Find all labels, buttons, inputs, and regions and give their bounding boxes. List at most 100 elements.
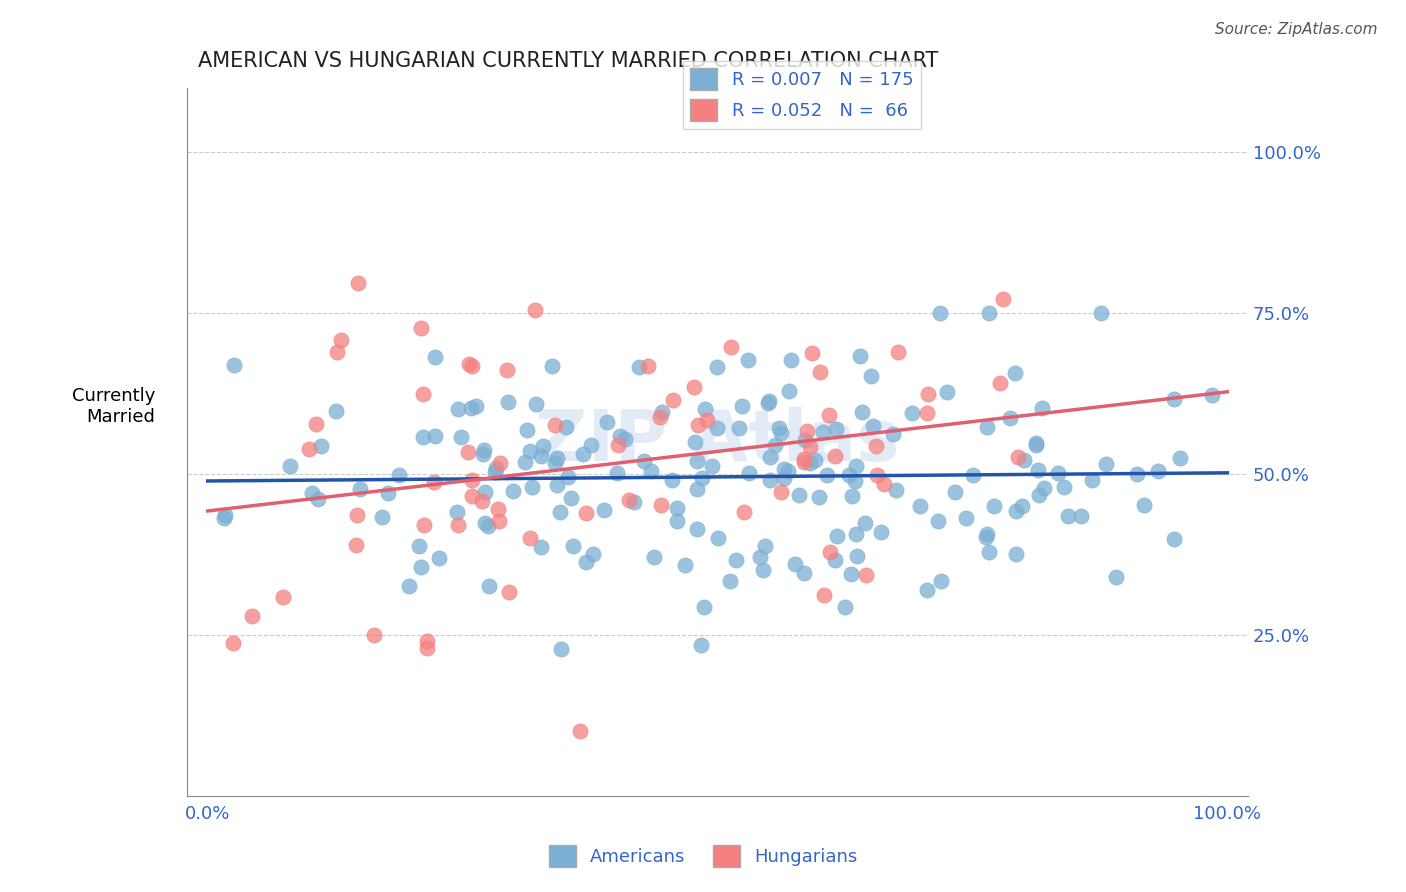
Point — [917, 387, 939, 401]
Point — [560, 491, 582, 506]
Point — [808, 365, 831, 379]
Point — [519, 444, 541, 458]
Point — [472, 443, 495, 458]
Point — [489, 456, 512, 470]
Point — [623, 495, 645, 509]
Point — [917, 583, 939, 598]
Point — [817, 408, 839, 422]
Point — [773, 471, 796, 485]
Point — [696, 412, 718, 426]
Point — [728, 421, 751, 435]
Point — [988, 376, 1011, 390]
Point — [628, 360, 651, 375]
Point — [278, 459, 301, 474]
Point — [648, 409, 671, 424]
Point — [702, 458, 724, 473]
Point — [779, 353, 801, 368]
Point — [686, 454, 709, 468]
Point — [901, 406, 924, 420]
Point — [377, 485, 399, 500]
Point — [838, 468, 860, 483]
Point — [887, 345, 910, 359]
Point — [326, 345, 349, 359]
Point — [579, 437, 602, 451]
Point — [807, 490, 830, 504]
Point — [749, 549, 772, 564]
Text: AMERICAN VS HUNGARIAN CURRENTLY MARRIED CORRELATION CHART: AMERICAN VS HUNGARIAN CURRENTLY MARRIED … — [198, 51, 938, 70]
Point — [815, 468, 838, 483]
Point — [690, 471, 713, 485]
Point — [976, 527, 998, 541]
Point — [839, 566, 862, 581]
Point — [813, 588, 835, 602]
Point — [214, 508, 236, 523]
Point — [927, 514, 949, 528]
Point — [478, 579, 501, 593]
Point — [502, 484, 524, 499]
Point — [665, 500, 688, 515]
Point — [693, 401, 716, 416]
Point — [908, 499, 931, 513]
Text: Source: ZipAtlas.com: Source: ZipAtlas.com — [1215, 22, 1378, 37]
Point — [824, 553, 846, 567]
Point — [457, 444, 479, 458]
Point — [298, 442, 321, 456]
Point — [1005, 547, 1028, 561]
Point — [568, 724, 591, 739]
Point — [803, 453, 825, 467]
Point — [474, 485, 496, 500]
Point — [446, 518, 468, 533]
Y-axis label: Currently
Married: Currently Married — [72, 387, 156, 425]
Point — [416, 640, 439, 655]
Point — [447, 401, 470, 416]
Point — [212, 510, 235, 524]
Point — [758, 396, 780, 410]
Point — [446, 505, 468, 519]
Point — [1025, 438, 1047, 452]
Point — [866, 467, 889, 482]
Point — [562, 539, 585, 553]
Point — [834, 599, 856, 614]
Point — [773, 461, 796, 475]
Point — [793, 566, 815, 581]
Point — [666, 514, 689, 528]
Point — [943, 484, 966, 499]
Point — [498, 394, 520, 409]
Point — [1168, 450, 1191, 465]
Point — [513, 455, 536, 469]
Point — [416, 633, 439, 648]
Point — [582, 547, 605, 561]
Point — [690, 638, 713, 652]
Point — [496, 363, 519, 377]
Point — [1147, 465, 1170, 479]
Point — [637, 359, 659, 373]
Point — [862, 419, 884, 434]
Point — [429, 551, 451, 566]
Point — [363, 628, 385, 642]
Point — [485, 461, 508, 475]
Point — [853, 516, 876, 530]
Point — [794, 433, 817, 447]
Point — [845, 459, 868, 474]
Point — [524, 302, 547, 317]
Point — [825, 422, 848, 436]
Legend: R = 0.007   N = 175, R = 0.052   N =  66: R = 0.007 N = 175, R = 0.052 N = 66 — [683, 62, 921, 128]
Point — [813, 425, 835, 440]
Point — [770, 426, 793, 441]
Point — [520, 480, 543, 494]
Point — [309, 439, 332, 453]
Point — [488, 515, 510, 529]
Point — [706, 359, 728, 374]
Point — [1014, 453, 1036, 467]
Point — [1057, 508, 1080, 523]
Point — [388, 467, 411, 482]
Point — [643, 549, 665, 564]
Point — [344, 538, 367, 552]
Point — [870, 524, 893, 539]
Point — [1105, 570, 1128, 584]
Point — [1053, 481, 1076, 495]
Point — [548, 505, 571, 519]
Point — [724, 552, 747, 566]
Point — [844, 474, 866, 488]
Point — [884, 483, 907, 497]
